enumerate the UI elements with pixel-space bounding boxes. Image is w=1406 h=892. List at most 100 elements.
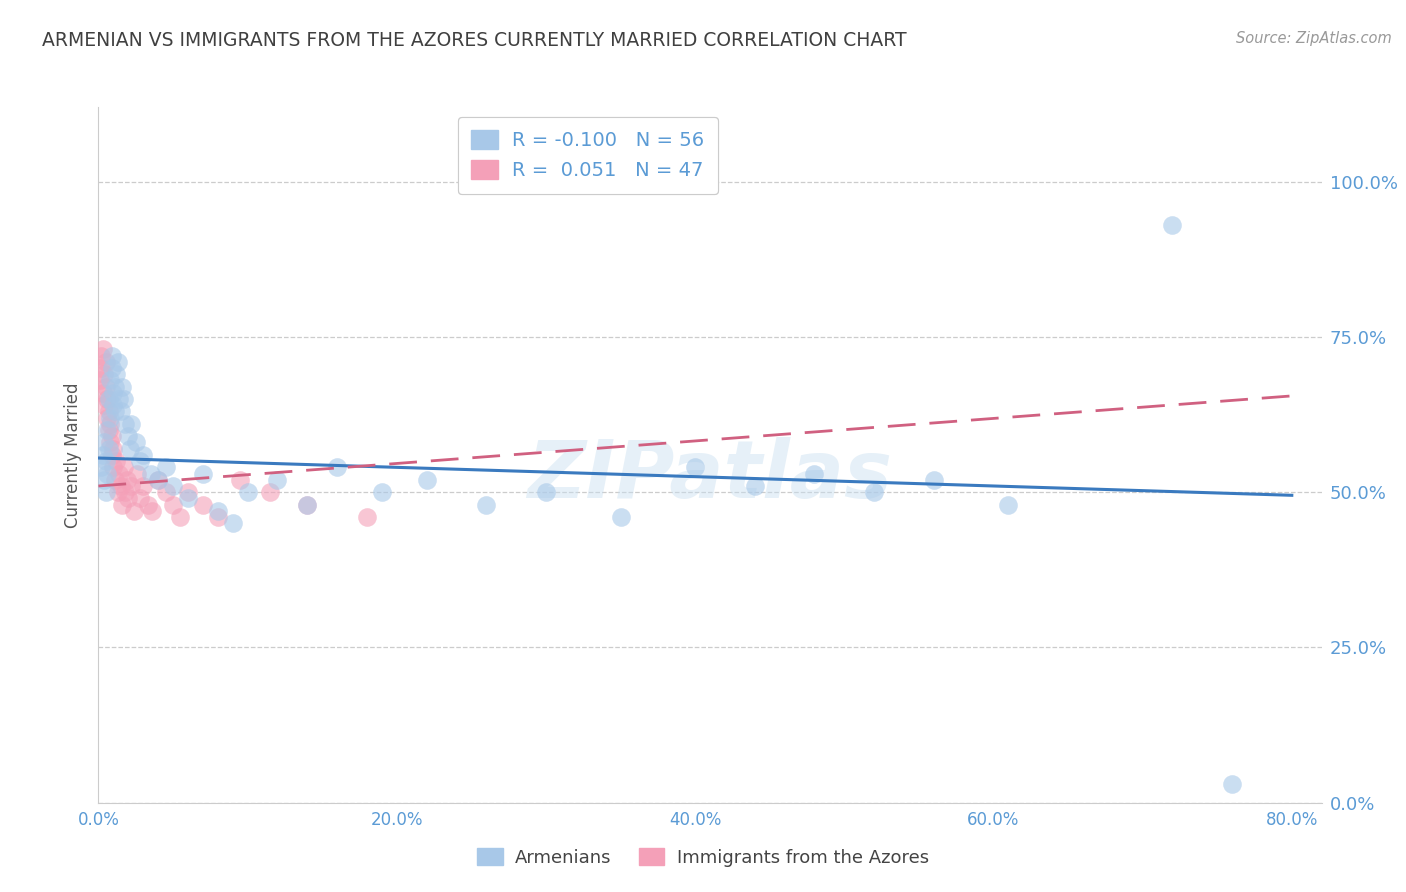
Point [120, 417, 142, 431]
Point [103, 442, 125, 456]
Y-axis label: Currently Married: Currently Married [65, 382, 83, 528]
Point [118, 442, 141, 456]
Point [221, 516, 243, 531]
Point [101, 429, 124, 443]
Point [107, 485, 129, 500]
Point [104, 473, 127, 487]
Point [207, 504, 229, 518]
Point [236, 485, 259, 500]
Point [105, 454, 128, 468]
Point [90, 460, 112, 475]
Point [117, 491, 139, 506]
Point [105, 367, 128, 381]
Point [93, 435, 115, 450]
Point [90, 349, 112, 363]
Point [103, 398, 125, 412]
Point [266, 473, 288, 487]
Point [103, 460, 125, 475]
Point [112, 392, 135, 406]
Point [101, 448, 124, 462]
Point [98, 435, 121, 450]
Point [114, 417, 136, 431]
Point [259, 485, 281, 500]
Point [863, 485, 886, 500]
Point [98, 373, 121, 387]
Point [1161, 218, 1184, 232]
Point [97, 423, 120, 437]
Point [93, 398, 115, 412]
Point [104, 379, 127, 393]
Point [89, 373, 111, 387]
Point [155, 460, 177, 475]
Point [107, 355, 129, 369]
Point [117, 429, 139, 443]
Point [136, 498, 159, 512]
Point [91, 343, 114, 357]
Point [110, 479, 132, 493]
Point [191, 498, 214, 512]
Point [997, 498, 1019, 512]
Point [96, 410, 118, 425]
Point [125, 435, 148, 450]
Point [146, 473, 169, 487]
Point [922, 473, 945, 487]
Point [1220, 777, 1243, 791]
Text: Source: ZipAtlas.com: Source: ZipAtlas.com [1236, 31, 1392, 46]
Point [415, 473, 437, 487]
Point [177, 485, 200, 500]
Point [803, 467, 825, 481]
Point [162, 479, 184, 493]
Point [191, 467, 214, 481]
Point [94, 355, 117, 369]
Point [207, 510, 229, 524]
Point [97, 442, 120, 456]
Point [326, 460, 349, 475]
Point [96, 392, 118, 406]
Point [93, 367, 115, 381]
Point [90, 361, 112, 376]
Text: ZIPatlas: ZIPatlas [527, 437, 893, 515]
Point [132, 448, 155, 462]
Point [146, 473, 169, 487]
Point [111, 379, 134, 393]
Point [98, 410, 121, 425]
Point [98, 417, 121, 431]
Text: ARMENIAN VS IMMIGRANTS FROM THE AZORES CURRENTLY MARRIED CORRELATION CHART: ARMENIAN VS IMMIGRANTS FROM THE AZORES C… [42, 31, 907, 50]
Point [115, 473, 138, 487]
Point [97, 392, 120, 406]
Point [127, 467, 149, 481]
Point [93, 473, 115, 487]
Point [683, 460, 706, 475]
Point [162, 498, 184, 512]
Legend: Armenians, Immigrants from the Azores: Armenians, Immigrants from the Azores [470, 841, 936, 874]
Point [141, 504, 163, 518]
Point [111, 498, 134, 512]
Point [91, 448, 114, 462]
Point [139, 467, 162, 481]
Point [744, 479, 766, 493]
Point [94, 485, 117, 500]
Point [120, 479, 142, 493]
Point [169, 510, 191, 524]
Point [356, 510, 378, 524]
Point [103, 385, 125, 400]
Point [177, 491, 200, 506]
Point [101, 361, 124, 376]
Point [104, 404, 127, 418]
Point [475, 498, 498, 512]
Point [297, 498, 319, 512]
Point [96, 467, 118, 481]
Point [129, 454, 152, 468]
Point [94, 454, 117, 468]
Point [534, 485, 557, 500]
Point [101, 349, 124, 363]
Point [112, 460, 135, 475]
Point [229, 473, 252, 487]
Point [91, 385, 114, 400]
Point [108, 467, 131, 481]
Point [122, 504, 145, 518]
Legend: R = -0.100   N = 56, R =  0.051   N = 47: R = -0.100 N = 56, R = 0.051 N = 47 [457, 117, 718, 194]
Point [94, 379, 117, 393]
Point [96, 423, 118, 437]
Point [609, 510, 631, 524]
